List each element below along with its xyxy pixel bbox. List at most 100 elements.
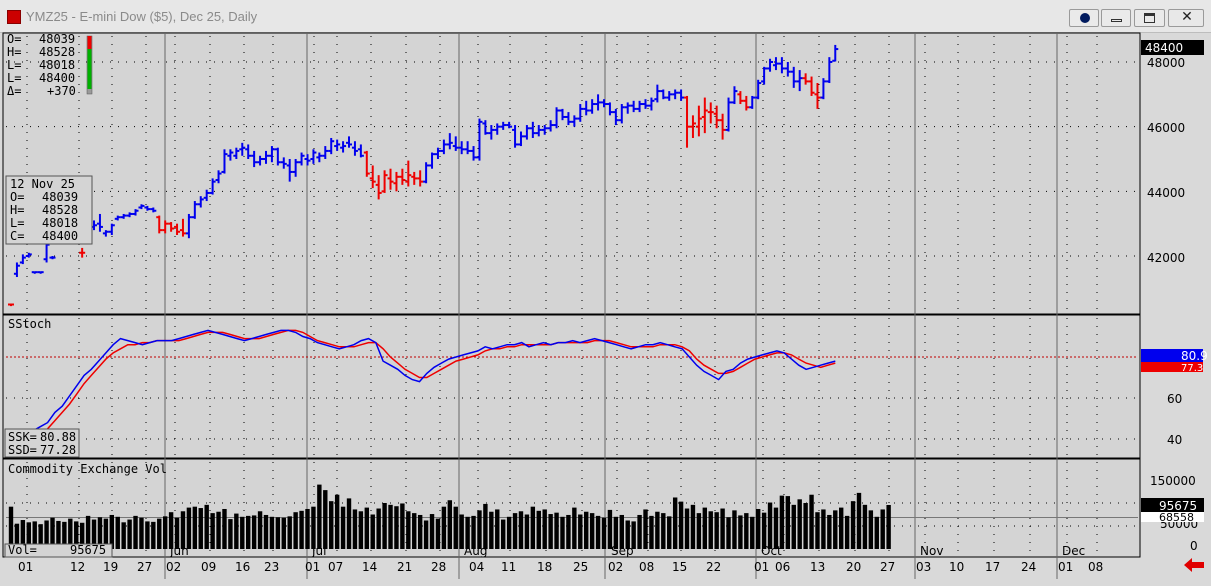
volume-bar (483, 503, 488, 549)
volume-bar (874, 516, 879, 549)
volume-bar (317, 484, 322, 549)
volume-bar (44, 520, 49, 549)
volume-bar (856, 492, 862, 549)
volume-bar (251, 515, 257, 549)
x-day-label: 02 (608, 560, 623, 574)
volume-bar (180, 511, 186, 549)
ohlc-l-value: 48018 (39, 58, 75, 72)
volume-bar (732, 510, 737, 549)
volume-bar (542, 509, 547, 549)
volume-bar (127, 519, 132, 549)
x-day-label: 01 (18, 560, 33, 574)
volume-bar (441, 506, 447, 549)
title-bar[interactable]: YMZ25 - E-mini Dow ($5), Dec 25, Daily ✕ (0, 0, 1211, 33)
maximize-icon (1144, 13, 1155, 23)
volume-bar (809, 494, 814, 549)
volume-bar (435, 518, 441, 549)
ssd-value: 77.28 (40, 443, 76, 457)
scroll-right-icon[interactable] (1184, 558, 1204, 572)
time-axis[interactable] (3, 557, 1140, 579)
volume-bar (406, 511, 411, 549)
price-tick: 42000 (1147, 251, 1185, 265)
volume-bar (91, 519, 97, 549)
data-window-frame (5, 175, 93, 245)
volume-bar (459, 514, 464, 549)
volume-bars (8, 484, 891, 549)
volume-bar (797, 499, 802, 549)
link-button[interactable] (1069, 9, 1099, 27)
price-tick: 48000 (1147, 56, 1185, 70)
x-month-label: Sep (611, 544, 634, 558)
volume-bar (578, 514, 583, 549)
minimize-button[interactable] (1101, 9, 1131, 27)
ohlc-l2-label: L= (7, 71, 21, 85)
volume-bar (263, 514, 269, 549)
volume-bar (512, 513, 518, 549)
volume-bar (293, 512, 298, 549)
vol-tick: 150000 (1150, 474, 1196, 488)
stoch-lines (32, 329, 836, 440)
volume-bar (750, 516, 755, 549)
volume-bar (198, 508, 203, 549)
volume-bar (287, 516, 292, 549)
volume-bar (767, 502, 773, 549)
volume-panel[interactable] (2, 458, 1141, 558)
volume-bar (370, 514, 375, 549)
x-day-label: 03 (916, 560, 931, 574)
volume-bar (20, 520, 26, 549)
volume-bar (26, 522, 31, 549)
x-day-label: 15 (672, 560, 687, 574)
volume-bar (714, 512, 719, 549)
volume-bar (785, 496, 791, 549)
stoch-line-ssk (32, 329, 836, 432)
volume-bar (329, 501, 334, 549)
x-day-label: 24 (1021, 560, 1036, 574)
ohlc-l2-value: 48400 (39, 71, 75, 85)
volume-bar (524, 514, 530, 549)
sd-tag (1141, 362, 1203, 372)
sk-tag (1141, 349, 1203, 362)
volume-bar (269, 516, 275, 549)
scale-area[interactable] (1141, 33, 1211, 557)
volume-bar (423, 520, 429, 549)
data-window-o-label: O= (10, 190, 24, 204)
volume-bar (868, 510, 874, 549)
volume-bar (228, 519, 233, 549)
volume-bar (174, 517, 180, 549)
price-panel[interactable] (2, 32, 1141, 315)
volume-bar (323, 490, 328, 549)
link-icon (1080, 13, 1090, 23)
ohlc-o-value: 48039 (39, 32, 75, 46)
volume-bar (210, 513, 215, 549)
x-month-label: Oct (761, 544, 782, 558)
volume-bar (696, 513, 702, 549)
volume-bar (589, 513, 595, 549)
close-button[interactable]: ✕ (1168, 9, 1204, 27)
volume-bar (412, 513, 417, 549)
volume-bar (447, 500, 453, 549)
last-price-tag (1141, 40, 1204, 55)
volume-bar (506, 516, 512, 549)
volume-bar (62, 521, 67, 549)
volume-bar (738, 515, 743, 549)
volume-bar (32, 521, 37, 549)
volume-bar (305, 508, 310, 549)
maximize-button[interactable] (1134, 9, 1165, 27)
x-day-label: 01 (754, 560, 769, 574)
volume-bar (465, 516, 470, 549)
x-month-label: Jul (311, 544, 326, 558)
sk-last-value: 80.9 (1181, 349, 1208, 363)
data-window[interactable]: 12 Nov 25 O= 48039 H= 48528 L= 48018 C= … (5, 175, 93, 245)
volume-bar (678, 501, 684, 549)
stoch-panel[interactable] (2, 314, 1141, 459)
volume-bar (613, 516, 619, 549)
volume-bar (477, 510, 482, 549)
volume-bar (584, 511, 589, 549)
app-icon[interactable] (7, 10, 21, 24)
axis-labels: 01 12 19 27 02 09 16 23 01 07 14 21 28 04 11 18 25 02 08 15… (18, 544, 1103, 574)
volume-bar (755, 508, 761, 549)
volume-bar (50, 517, 55, 549)
volume-bar (246, 515, 251, 549)
x-day-label: 18 (537, 560, 552, 574)
volume-bar (109, 514, 115, 549)
